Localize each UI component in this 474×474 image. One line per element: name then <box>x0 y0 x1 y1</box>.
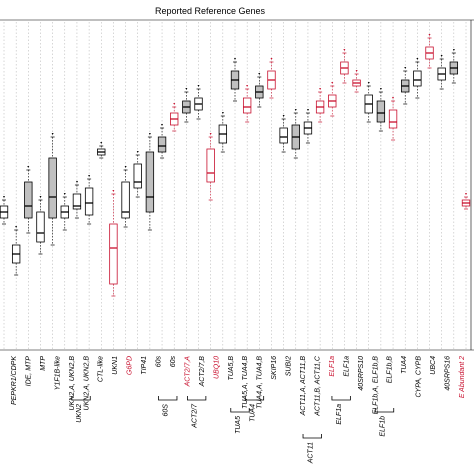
outlier-mark: ▾ <box>185 86 187 91</box>
x-tick-label: UKN2,A, UKN2,B <box>69 356 76 411</box>
x-tick-label: TUA4,A, TUA4,B <box>257 356 264 409</box>
outlier-mark: ▾ <box>465 191 467 196</box>
x-tick-label: CYPA, CYPB <box>416 356 423 398</box>
box-body <box>37 212 45 242</box>
box-body <box>110 224 118 284</box>
box-body <box>49 158 57 218</box>
outlier-mark: ▾ <box>246 83 248 88</box>
box-body <box>207 149 215 182</box>
box-body <box>85 188 93 215</box>
outlier-mark: ▾ <box>319 86 321 91</box>
x-tick-label: TUA4 <box>401 356 408 374</box>
group-label: UKN2 <box>76 404 83 423</box>
outlier-mark: ▾ <box>343 47 345 52</box>
outlier-mark: ▾ <box>125 164 127 169</box>
outlier-mark: ▾ <box>76 179 78 184</box>
outlier-mark: ▾ <box>453 47 455 52</box>
x-tick-label: 60s <box>170 356 177 368</box>
outlier-mark: ▾ <box>307 107 309 112</box>
x-tick-label: 40SRPS16 <box>445 356 452 391</box>
x-tick-label: G6PD <box>127 356 134 375</box>
outlier-mark: ▾ <box>64 191 66 196</box>
x-tick-label: ELF1b,B <box>387 356 394 384</box>
x-tick-label: ACT2/7,A <box>184 356 191 388</box>
chart-title: Reported Reference Genes <box>155 6 266 16</box>
x-tick-label: SKIP16 <box>271 356 278 380</box>
group-label: ACT2/7 <box>192 403 199 429</box>
outlier-mark: ▾ <box>210 131 212 136</box>
outlier-mark: ▾ <box>270 56 272 61</box>
group-label: TUA5 <box>235 416 242 434</box>
outlier-mark: ▾ <box>380 86 382 91</box>
outlier-mark: ▾ <box>3 194 5 199</box>
x-tick-label: ACT2/7,B <box>199 356 206 388</box>
x-tick-label: ACT11,A, ACT11,B <box>300 356 307 417</box>
box-body <box>280 128 288 143</box>
x-tick-label: 40SRPS10 <box>358 356 365 391</box>
box-body <box>377 101 385 122</box>
x-tick-label: ACT11,B, ACT11,C <box>314 355 321 417</box>
outlier-mark: ▾ <box>173 101 175 106</box>
group-label: ACT11 <box>307 442 314 464</box>
box-body <box>134 164 142 188</box>
box-body <box>414 71 422 86</box>
x-tick-label: PEPKR1/CDPK <box>11 356 18 405</box>
outlier-mark: ▾ <box>331 80 333 85</box>
outlier-mark: ▾ <box>258 71 260 76</box>
outlier-mark: ▾ <box>149 131 151 136</box>
box-body <box>158 137 166 152</box>
outlier-mark: ▾ <box>283 113 285 118</box>
x-tick-label: TIP41 <box>141 356 148 375</box>
x-tick-label: ELF1b,A, ELF1b,B <box>372 356 379 415</box>
outlier-mark: ▾ <box>52 131 54 136</box>
outlier-mark: ▾ <box>137 149 139 154</box>
x-tick-label: MTP <box>40 356 47 371</box>
x-tick-label: UKN1 <box>112 356 119 375</box>
group-label: ELF1b <box>380 416 387 437</box>
box-body <box>146 152 154 212</box>
group-label: ELF1a <box>336 404 343 425</box>
outlier-mark: ▾ <box>222 110 224 115</box>
group-label: TUA4 <box>249 404 256 422</box>
x-tick-label: TUA5,A, TUA4,B <box>242 356 249 409</box>
box-body <box>25 182 33 218</box>
outlier-mark: ▾ <box>27 164 29 169</box>
outlier-mark: ▾ <box>392 95 394 100</box>
outlier-mark: ▾ <box>88 173 90 178</box>
outlier-mark: ▾ <box>441 53 443 58</box>
outlier-mark: ▾ <box>404 65 406 70</box>
outlier-mark: ▾ <box>429 32 431 37</box>
outlier-mark: ▾ <box>100 140 102 145</box>
outlier-mark: ▾ <box>234 56 236 61</box>
x-tick-label: ELF1a <box>343 356 350 377</box>
outlier-mark: ▾ <box>356 68 358 73</box>
outlier-mark: ▾ <box>39 194 41 199</box>
x-tick-label: UBQ10 <box>213 356 220 379</box>
x-tick-label: UBC4 <box>430 356 437 375</box>
x-tick-label: SUBI2 <box>286 356 293 376</box>
x-tick-label: TUA5,B <box>228 356 235 381</box>
x-tick-label: CTL-like <box>98 356 105 382</box>
box-body <box>243 98 251 113</box>
x-tick-label: ELF1a <box>329 356 336 377</box>
outlier-mark: ▾ <box>15 224 17 229</box>
outlier-mark: ▾ <box>368 80 370 85</box>
x-tick-label: Y1F1B-like <box>54 356 61 390</box>
outlier-mark: ▾ <box>295 107 297 112</box>
outlier-mark: ▾ <box>198 83 200 88</box>
box-body <box>73 194 81 209</box>
x-tick-label: IDE, MTP <box>25 356 32 387</box>
outlier-mark: ▾ <box>416 56 418 61</box>
outlier-mark: ▾ <box>161 122 163 127</box>
box-body <box>389 110 397 128</box>
x-tick-label: E Abundant 2 <box>459 356 466 398</box>
x-tick-label: 60s <box>156 356 163 368</box>
x-tick-label: UKN2,A, UKN2,B <box>83 356 90 411</box>
group-label: 60S <box>163 404 170 417</box>
outlier-mark: ▾ <box>112 188 114 193</box>
